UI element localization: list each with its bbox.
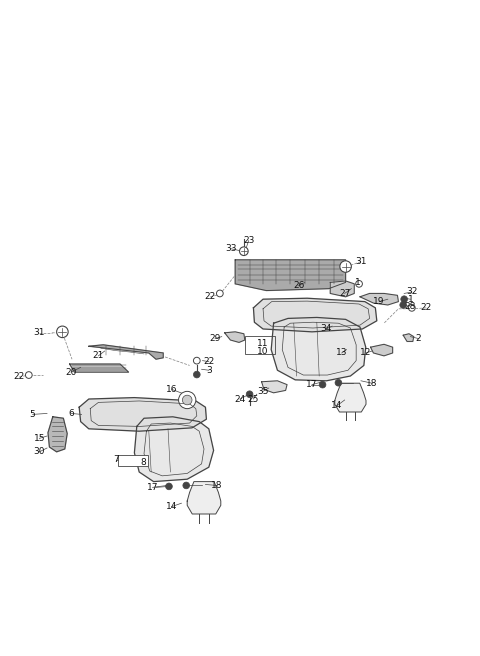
Polygon shape <box>271 318 366 380</box>
Bar <box>245 336 275 354</box>
Polygon shape <box>225 332 245 342</box>
Text: 30: 30 <box>34 447 45 457</box>
Circle shape <box>166 483 172 490</box>
Text: 20: 20 <box>65 367 77 377</box>
Text: 22: 22 <box>203 357 215 366</box>
Text: 31: 31 <box>355 257 367 266</box>
Polygon shape <box>403 334 414 341</box>
Text: 22: 22 <box>13 373 25 381</box>
Text: 2: 2 <box>416 334 421 343</box>
FancyBboxPatch shape <box>118 455 148 466</box>
Circle shape <box>408 304 415 311</box>
Circle shape <box>183 482 190 489</box>
Text: 31: 31 <box>34 328 45 337</box>
Text: 21: 21 <box>93 352 104 360</box>
Text: 25: 25 <box>248 394 259 403</box>
Text: 29: 29 <box>209 334 221 343</box>
Circle shape <box>400 302 407 308</box>
Text: 13: 13 <box>336 348 348 358</box>
Text: 24: 24 <box>234 394 246 403</box>
Text: 12: 12 <box>360 348 372 358</box>
Text: 33: 33 <box>226 244 237 253</box>
Circle shape <box>401 296 408 302</box>
Circle shape <box>182 395 192 405</box>
Text: 14: 14 <box>166 502 178 511</box>
Text: 22: 22 <box>420 303 432 312</box>
Text: 8: 8 <box>140 458 146 467</box>
Circle shape <box>319 381 326 388</box>
Text: 18: 18 <box>366 379 378 388</box>
Polygon shape <box>360 293 398 305</box>
Polygon shape <box>330 281 354 297</box>
Text: 11: 11 <box>257 339 269 348</box>
Text: 34: 34 <box>321 325 332 333</box>
Circle shape <box>340 261 351 272</box>
Polygon shape <box>134 417 214 482</box>
Circle shape <box>216 290 223 297</box>
Text: 17: 17 <box>306 380 318 389</box>
Text: 7: 7 <box>113 455 119 464</box>
Circle shape <box>246 391 253 398</box>
Text: 10: 10 <box>257 346 269 356</box>
Circle shape <box>25 372 32 379</box>
Polygon shape <box>187 482 221 514</box>
Text: 1: 1 <box>355 278 360 287</box>
Text: 15: 15 <box>34 434 45 443</box>
Circle shape <box>240 247 248 256</box>
Polygon shape <box>235 260 346 291</box>
Text: 27: 27 <box>339 289 350 298</box>
Circle shape <box>356 281 362 287</box>
Text: 3: 3 <box>206 366 212 375</box>
Text: 22: 22 <box>204 293 216 301</box>
Polygon shape <box>253 298 377 332</box>
Text: 14: 14 <box>331 401 343 410</box>
Text: 18: 18 <box>211 481 223 490</box>
Circle shape <box>335 379 342 386</box>
Text: 32: 32 <box>406 287 418 297</box>
Polygon shape <box>335 383 366 412</box>
Text: 23: 23 <box>243 236 254 245</box>
Text: 17: 17 <box>147 483 158 492</box>
Text: 16: 16 <box>166 385 178 394</box>
Polygon shape <box>70 364 129 372</box>
Polygon shape <box>371 344 393 356</box>
Circle shape <box>193 371 200 378</box>
Circle shape <box>179 392 196 409</box>
Text: 1: 1 <box>408 295 413 304</box>
Text: 35: 35 <box>257 387 269 396</box>
Polygon shape <box>89 345 163 359</box>
Text: 6: 6 <box>68 409 74 418</box>
Text: 19: 19 <box>373 297 385 306</box>
Text: 5: 5 <box>30 410 36 419</box>
Text: 26: 26 <box>293 281 304 290</box>
Polygon shape <box>262 380 287 393</box>
Polygon shape <box>79 398 206 431</box>
Text: 28: 28 <box>405 302 416 311</box>
Circle shape <box>193 358 200 364</box>
Polygon shape <box>48 417 67 452</box>
Circle shape <box>57 326 68 338</box>
